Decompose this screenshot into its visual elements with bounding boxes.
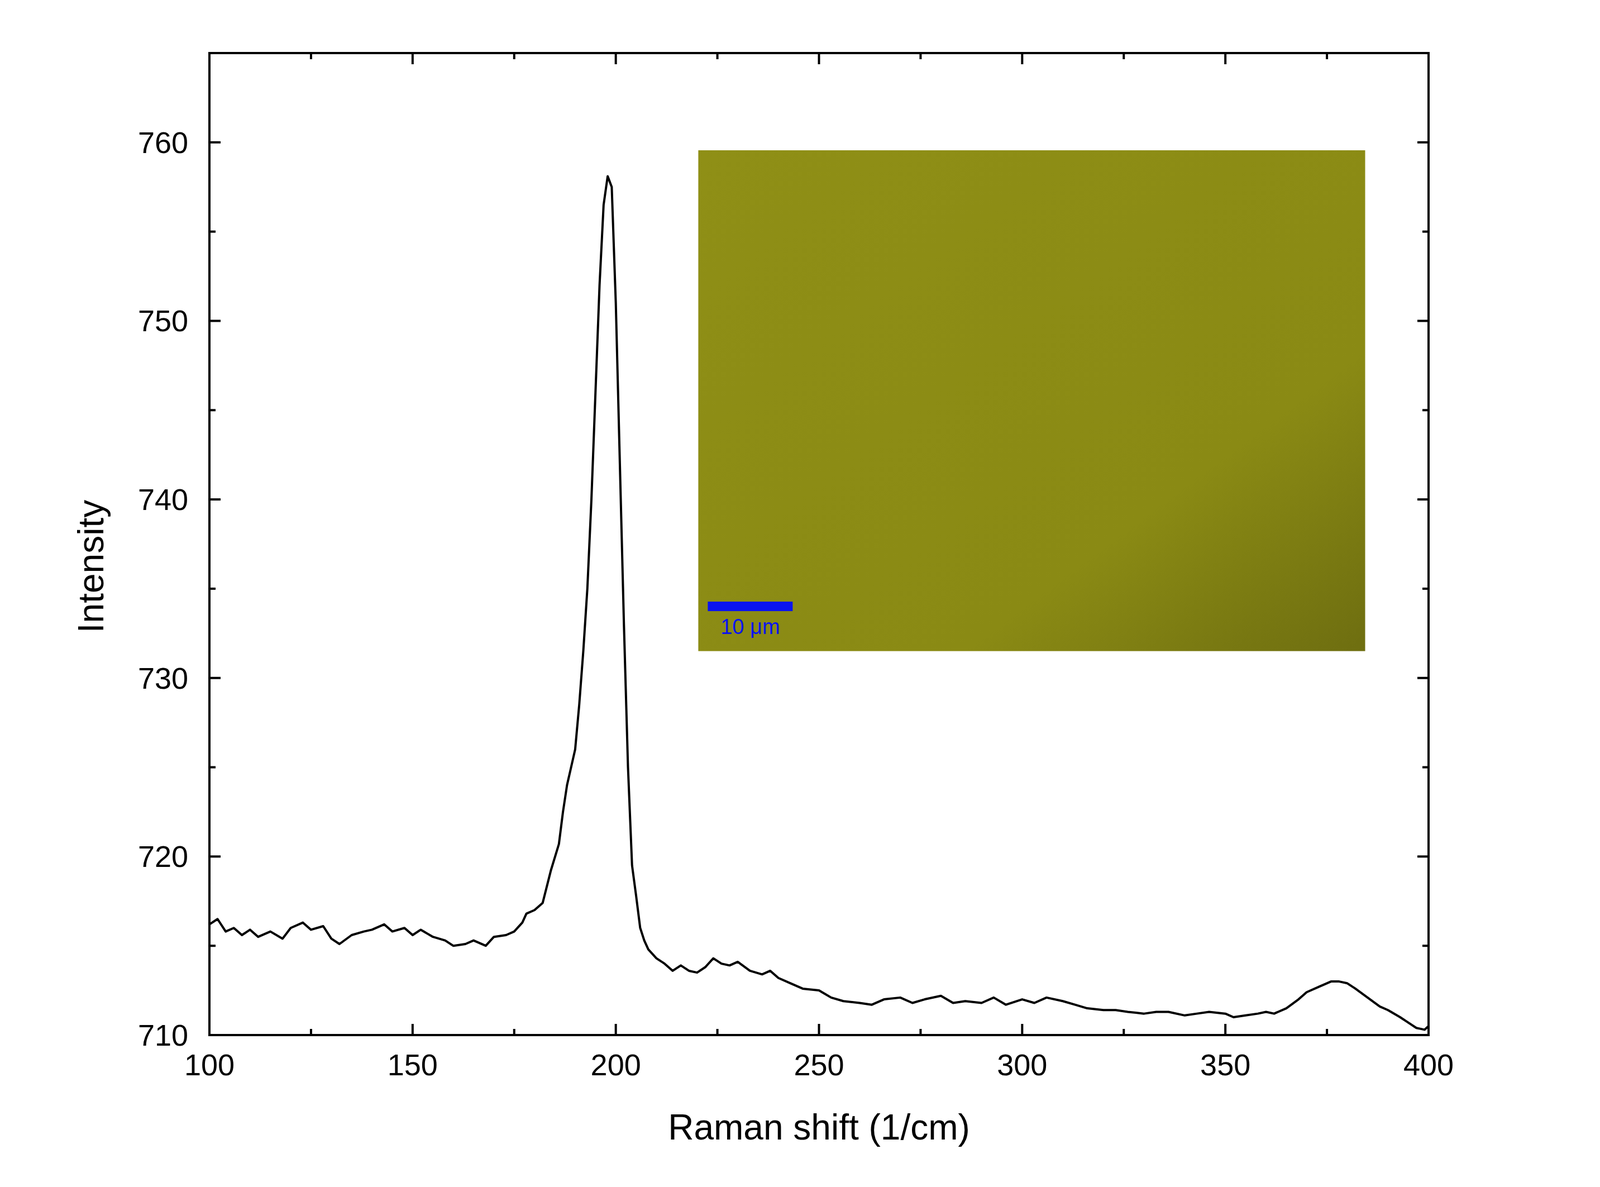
- y-tick-right: [1417, 141, 1429, 144]
- y-tick: [209, 1033, 221, 1036]
- y-tick: [209, 676, 221, 680]
- x-minor-tick: [716, 1028, 719, 1035]
- x-tick-label: 350: [1200, 1047, 1251, 1082]
- y-tick-right: [1417, 498, 1429, 501]
- x-minor-tick: [1325, 1028, 1329, 1035]
- y-minor-tick: [209, 408, 216, 412]
- y-minor-tick: [1422, 408, 1429, 412]
- x-tick-label: 200: [590, 1047, 642, 1082]
- y-tick-label: 720: [137, 839, 189, 873]
- y-tick-label: 760: [137, 125, 189, 160]
- plot-frame: [209, 53, 1429, 1035]
- x-tick-label: 400: [1403, 1047, 1454, 1082]
- x-tick-label: 100: [184, 1047, 235, 1082]
- x-minor-tick: [919, 1028, 922, 1035]
- x-minor-tick: [1325, 53, 1329, 60]
- y-tick-label: 710: [137, 1018, 189, 1052]
- x-tick-label: 300: [996, 1047, 1048, 1082]
- y-minor-tick: [209, 766, 216, 769]
- x-tick: [818, 1023, 821, 1035]
- y-tick-right: [1417, 676, 1429, 680]
- y-minor-tick: [1422, 766, 1429, 769]
- y-minor-tick: [1422, 51, 1429, 55]
- y-tick: [209, 855, 221, 858]
- x-minor-tick: [513, 53, 516, 60]
- x-minor-tick: [716, 53, 719, 60]
- x-tick-top: [818, 53, 821, 65]
- x-tick-top: [1020, 53, 1024, 65]
- chart: 10 μm 100 150 200 250 300 350 400 710 720 730 740 75…: [0, 0, 1600, 1187]
- y-tick-label: 730: [137, 661, 189, 695]
- x-tick-label: 250: [793, 1047, 844, 1082]
- scale-bar-label: 10 μm: [720, 614, 780, 639]
- x-tick-top: [614, 53, 618, 65]
- y-minor-tick: [209, 944, 216, 947]
- x-minor-tick: [513, 1028, 516, 1035]
- y-minor-tick: [209, 587, 216, 590]
- x-tick-top: [1427, 53, 1430, 65]
- inset-image: [698, 150, 1365, 652]
- y-minor-tick: [1422, 944, 1429, 947]
- y-axis-title: Intensity: [70, 499, 112, 633]
- y-minor-tick: [1422, 587, 1429, 590]
- x-tick-label: 150: [387, 1047, 438, 1082]
- y-tick-right: [1417, 319, 1429, 322]
- y-tick: [209, 498, 221, 501]
- y-tick-right: [1417, 1033, 1429, 1036]
- y-minor-tick: [1422, 230, 1429, 233]
- x-tick: [1224, 1023, 1227, 1035]
- x-tick: [614, 1023, 618, 1035]
- y-tick: [209, 319, 221, 322]
- x-minor-tick: [309, 53, 313, 60]
- x-tick: [1427, 1023, 1430, 1035]
- y-tick-label: 750: [137, 303, 189, 338]
- x-tick-top: [208, 53, 211, 65]
- y-tick-right: [1417, 855, 1429, 858]
- y-tick: [209, 141, 221, 144]
- x-minor-tick: [309, 1028, 313, 1035]
- x-minor-tick: [1122, 53, 1125, 60]
- x-tick: [208, 1023, 211, 1035]
- x-tick-top: [411, 53, 414, 65]
- x-minor-tick: [1122, 1028, 1125, 1035]
- x-tick-top: [1224, 53, 1227, 65]
- y-tick-label: 740: [137, 482, 189, 517]
- y-minor-tick: [209, 51, 216, 55]
- x-tick: [411, 1023, 414, 1035]
- y-minor-tick: [209, 230, 216, 233]
- x-tick: [1020, 1023, 1024, 1035]
- x-axis-title: Raman shift (1/cm): [667, 1106, 971, 1148]
- scale-bar: [707, 601, 793, 611]
- x-minor-tick: [919, 53, 922, 60]
